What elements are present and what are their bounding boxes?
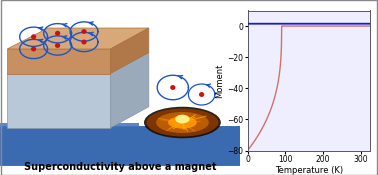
Ellipse shape (55, 31, 60, 36)
Polygon shape (7, 28, 149, 49)
Ellipse shape (170, 85, 175, 90)
X-axis label: Temperature (K): Temperature (K) (275, 166, 343, 175)
Polygon shape (0, 122, 139, 126)
Ellipse shape (31, 34, 36, 39)
Polygon shape (110, 28, 149, 74)
Y-axis label: Moment: Moment (215, 63, 225, 98)
Ellipse shape (168, 116, 197, 129)
Ellipse shape (55, 43, 60, 48)
Ellipse shape (144, 107, 221, 138)
Ellipse shape (175, 115, 190, 123)
Ellipse shape (199, 92, 204, 97)
Polygon shape (0, 126, 240, 164)
Ellipse shape (81, 29, 87, 34)
Ellipse shape (31, 47, 36, 51)
Ellipse shape (156, 112, 209, 133)
Ellipse shape (146, 108, 218, 136)
Polygon shape (7, 49, 110, 74)
Polygon shape (110, 52, 149, 128)
Polygon shape (7, 52, 149, 74)
Ellipse shape (81, 40, 87, 44)
Text: Superconductivity above a magnet: Superconductivity above a magnet (24, 162, 216, 172)
Polygon shape (7, 74, 110, 128)
